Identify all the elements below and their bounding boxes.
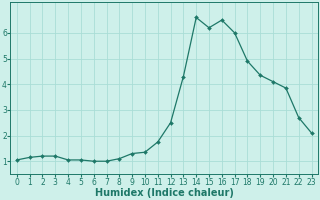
X-axis label: Humidex (Indice chaleur): Humidex (Indice chaleur): [95, 188, 234, 198]
